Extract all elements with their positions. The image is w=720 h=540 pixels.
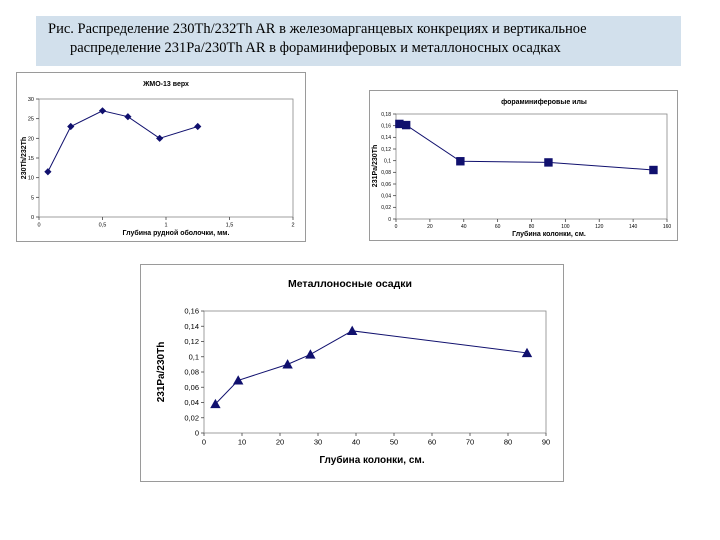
x-tick-label: 1,5 (226, 223, 234, 229)
x-tick-label: 80 (529, 224, 535, 230)
x-tick-label: 140 (629, 224, 638, 230)
chart-zhmo-13: 0 5 10 15 20 25 30 0 0,5 1 1,5 2 ЖМО-13 верх Глубина … (16, 72, 306, 242)
x-tick-label: 80 (504, 438, 512, 447)
data-point (124, 113, 132, 121)
data-point (194, 122, 202, 131)
x-tick-label: 0 (37, 223, 40, 229)
x-tick-label: 120 (595, 224, 604, 230)
chart-foraminifera: 0 0,02 0,04 0,06 0,08 0,1 0,12 0,14 0,16 0,18 0 20 4… (369, 90, 678, 241)
plot-area (203, 310, 547, 434)
chart-title: Металлоносные осадки (288, 278, 412, 290)
data-point (395, 119, 404, 129)
data-point (649, 165, 658, 175)
data-point (210, 398, 221, 409)
chart-metalliferous: 0 0,02 0,04 0,06 0,08 0,1 0,12 0,14 0,16 0 10 20 30 4… (140, 264, 564, 482)
data-point (521, 347, 533, 358)
y-tick-label: 30 (28, 97, 34, 103)
data-point (305, 349, 316, 359)
y-tick-label: 0,06 (184, 383, 199, 392)
x-tick-label: 40 (461, 224, 467, 230)
y-tick-label: 0,12 (184, 337, 199, 346)
data-point (44, 168, 52, 176)
x-tick-label: 20 (427, 224, 433, 230)
data-point (347, 325, 358, 335)
y-tick-label: 0,12 (381, 147, 391, 153)
x-tick-label: 0 (395, 224, 398, 230)
data-point (401, 120, 411, 130)
chart-title: фораминиферовые илы (501, 99, 587, 106)
x-tick-label: 30 (314, 438, 322, 447)
y-tick-label: 25 (28, 117, 34, 123)
x-tick-label: 2 (291, 223, 294, 229)
y-tick-label: 0 (31, 215, 34, 221)
y-axis-label: 231Pa/230Th (156, 342, 167, 403)
data-point (282, 359, 293, 369)
y-axis-label: 231Pa/230Th (372, 145, 379, 187)
caption-line-2: распределение 231Pa/230Th AR в фораминиф… (70, 40, 561, 56)
data-point (67, 122, 75, 131)
data-point (156, 134, 164, 142)
x-tick-label: 20 (276, 438, 284, 447)
y-tick-label: 15 (28, 156, 34, 162)
x-tick-label: 1 (164, 223, 167, 229)
x-tick-label: 50 (390, 438, 398, 447)
y-tick-label: 0,16 (184, 307, 199, 316)
data-point (233, 375, 244, 385)
x-tick-label: 90 (542, 438, 550, 447)
y-tick-label: 10 (28, 176, 34, 182)
x-axis-label: Глубина колонки, см. (319, 454, 424, 466)
y-tick-label: 0 (195, 429, 199, 438)
y-tick-label: 0,04 (381, 193, 391, 199)
x-tick-label: 100 (561, 224, 570, 230)
y-tick-label: 0,08 (381, 170, 391, 176)
data-point (456, 157, 465, 166)
y-tick-label: 0,02 (381, 205, 391, 211)
x-tick-label: 0,5 (99, 223, 107, 229)
chart-title: ЖМО-13 верх (142, 81, 189, 88)
x-axis-label: Глубина колонки, см. (512, 230, 586, 238)
y-tick-label: 0,16 (381, 123, 391, 129)
series-line (47, 110, 198, 172)
data-point (544, 158, 553, 167)
x-tick-label: 0 (202, 438, 206, 447)
y-tick-label: 0,04 (184, 398, 199, 407)
y-tick-label: 0,1 (189, 352, 199, 361)
y-tick-label: 0 (388, 217, 391, 223)
y-axis-label: 230Th/232Th (21, 137, 28, 179)
y-tick-label: 20 (28, 136, 34, 142)
y-tick-label: 0,1 (384, 158, 391, 164)
x-tick-label: 40 (352, 438, 360, 447)
x-tick-label: 60 (428, 438, 436, 447)
plot-area (395, 113, 668, 220)
x-tick-label: 160 (663, 224, 672, 230)
x-tick-label: 60 (495, 224, 501, 230)
x-tick-label: 10 (238, 438, 246, 447)
data-point (98, 107, 107, 115)
y-tick-label: 0,14 (184, 322, 199, 331)
y-tick-label: 0,02 (184, 413, 199, 422)
y-tick-label: 0,14 (381, 135, 391, 141)
figure-caption: Рис. Распределение 230Th/232Th AR в желе… (36, 16, 681, 66)
x-axis-label: Глубина рудной оболочки, мм. (123, 229, 230, 237)
plot-area (38, 98, 294, 218)
x-tick-label: 70 (466, 438, 474, 447)
y-tick-label: 5 (31, 195, 34, 201)
y-tick-label: 0,08 (184, 368, 199, 377)
y-tick-label: 0,18 (381, 112, 391, 118)
y-tick-label: 0,06 (381, 182, 391, 188)
caption-line-1: Рис. Распределение 230Th/232Th AR в желе… (48, 21, 587, 37)
